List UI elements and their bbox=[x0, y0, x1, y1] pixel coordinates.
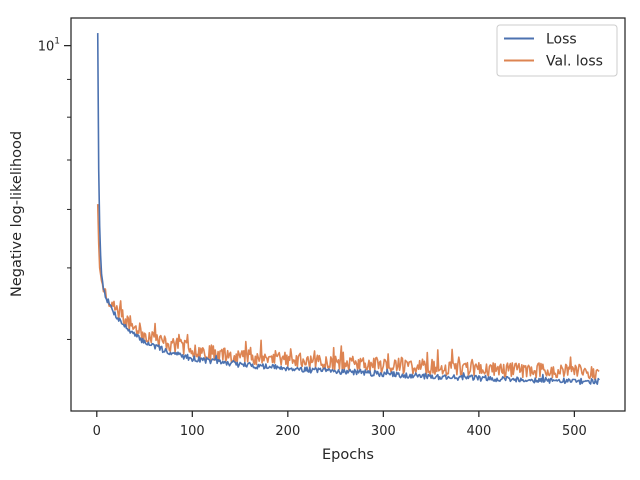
series-line-val-loss bbox=[96, 204, 600, 381]
plot-frame bbox=[70, 17, 626, 412]
y-tick-label-base: 10 bbox=[38, 39, 55, 54]
y-axis: 101 bbox=[38, 36, 71, 340]
x-tick-label: 400 bbox=[466, 424, 491, 439]
series-layer bbox=[96, 33, 600, 385]
x-tick-label: 100 bbox=[180, 424, 205, 439]
y-tick-label: 101 bbox=[38, 36, 60, 54]
series-line-loss bbox=[96, 33, 600, 385]
x-tick-label: 500 bbox=[562, 424, 587, 439]
plot-area bbox=[71, 18, 625, 411]
y-tick-label-exponent: 1 bbox=[54, 36, 60, 46]
x-tick-label: 0 bbox=[93, 424, 101, 439]
legend: Loss Val. loss bbox=[496, 24, 618, 77]
legend-label-val-loss: Val. loss bbox=[546, 54, 603, 70]
legend-label-loss: Loss bbox=[546, 32, 577, 48]
x-tick-label: 200 bbox=[275, 424, 300, 439]
y-axis-label: Negative log-likelihood bbox=[9, 131, 25, 297]
x-axis: 0 100 200 300 400 500 bbox=[93, 411, 587, 439]
x-tick-label: 300 bbox=[371, 424, 396, 439]
x-axis-label: Epochs bbox=[322, 447, 374, 463]
